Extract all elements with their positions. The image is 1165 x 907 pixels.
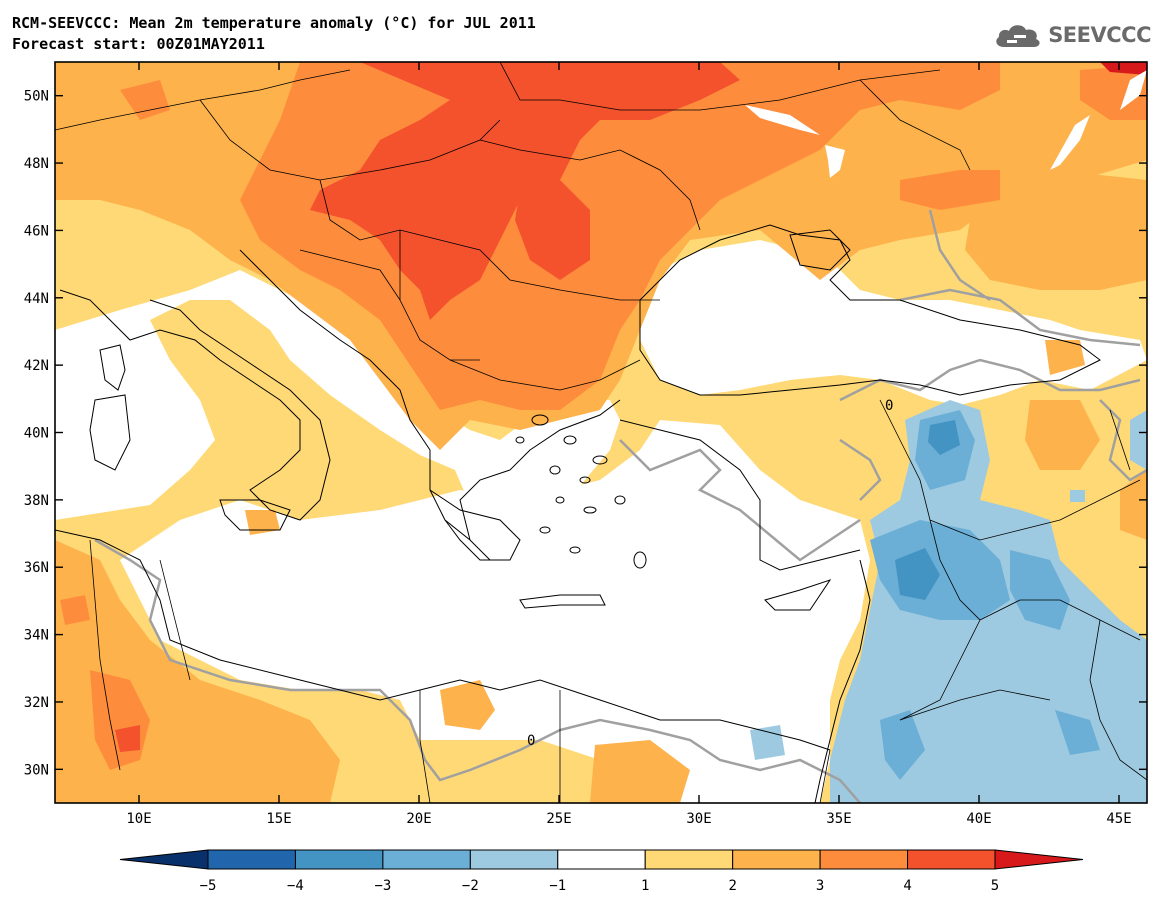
lat-tick-label: 34N	[24, 628, 49, 644]
lon-tick-label: 15E	[266, 811, 291, 827]
lat-tick-label: 44N	[24, 291, 49, 307]
lon-tick-label: 30E	[686, 811, 711, 827]
logo-text: SEEVCCC	[1048, 23, 1151, 47]
lat-tick-label: 32N	[24, 695, 49, 711]
colorbar-tick-label: 3	[816, 878, 824, 894]
missing-data-streaks	[745, 70, 1147, 178]
lon-tick-label: 35E	[826, 811, 851, 827]
cloud-logo-icon	[996, 25, 1040, 47]
colorbar-swatch	[469, 849, 559, 870]
seevccc-logo: SEEVCCC	[992, 20, 1151, 50]
negative-anomaly-region	[750, 400, 1147, 803]
colorbar-tick-label: −1	[549, 878, 566, 894]
lon-tick-label: 45E	[1106, 811, 1131, 827]
colorbar-swatch	[207, 849, 296, 870]
colorbar-swatch	[294, 849, 384, 870]
colorbar-swatch	[907, 849, 996, 870]
colorbar-tick-label: 1	[641, 878, 649, 894]
colorbar-swatch	[382, 849, 471, 870]
colorbar-under-arrow	[119, 849, 209, 870]
colorbar-swatch	[644, 849, 734, 870]
lat-tick-label: 38N	[24, 493, 49, 509]
colorbar-swatch	[819, 849, 909, 870]
lat-tick-label: 40N	[24, 426, 49, 442]
map-title: RCM-SEEVCCC: Mean 2m temperature anomaly…	[12, 14, 536, 32]
lat-tick-label: 36N	[24, 560, 49, 576]
colorbar-tick-label: −5	[200, 878, 217, 894]
colorbar-tick-label: 2	[728, 878, 736, 894]
anomaly-field: 0 0	[55, 62, 1147, 803]
lon-tick-label: 10E	[126, 811, 151, 827]
zero-contour	[94, 209, 1147, 803]
contour-label: 0	[527, 733, 535, 749]
colorbar-swatch	[732, 849, 821, 870]
colorbar-tick-label: 4	[903, 878, 911, 894]
colorbar-tick-label: 5	[991, 878, 999, 894]
latitude-axis: 50N 48N 46N 44N 42N 40N 38N 36N 34N 32N 30N	[24, 89, 1147, 778]
colorbar: −5 −4 −3 −2 −1 1 2 3 4 5	[119, 849, 1084, 894]
lat-tick-label: 50N	[24, 89, 49, 105]
country-borders	[55, 62, 1147, 803]
colorbar-swatch	[557, 849, 646, 870]
lon-tick-label: 25E	[546, 811, 571, 827]
colorbar-tick-label: −3	[374, 878, 391, 894]
white-region-east-med	[120, 420, 870, 803]
lat-tick-label: 48N	[24, 156, 49, 172]
anomaly-4-5-band	[115, 62, 1147, 752]
colorbar-tick-label: −2	[462, 878, 479, 894]
white-region-mediterranean	[55, 270, 620, 520]
lon-tick-label: 20E	[406, 811, 431, 827]
coastlines	[55, 224, 1101, 803]
white-region-black-sea	[640, 240, 1147, 405]
longitude-axis: 10E 15E 20E 25E 30E 35E 40E 45E	[126, 62, 1132, 827]
colorbar-over-arrow	[994, 849, 1084, 870]
lat-tick-label: 46N	[24, 223, 49, 239]
aegean-islands	[515, 414, 647, 569]
lat-tick-label: 30N	[24, 762, 49, 778]
contour-label: 0	[885, 398, 893, 414]
lon-tick-label: 40E	[966, 811, 991, 827]
lat-tick-label: 42N	[24, 358, 49, 374]
forecast-start-label: Forecast start: 00Z01MAY2011	[12, 35, 265, 53]
colorbar-tick-label: −4	[287, 878, 304, 894]
